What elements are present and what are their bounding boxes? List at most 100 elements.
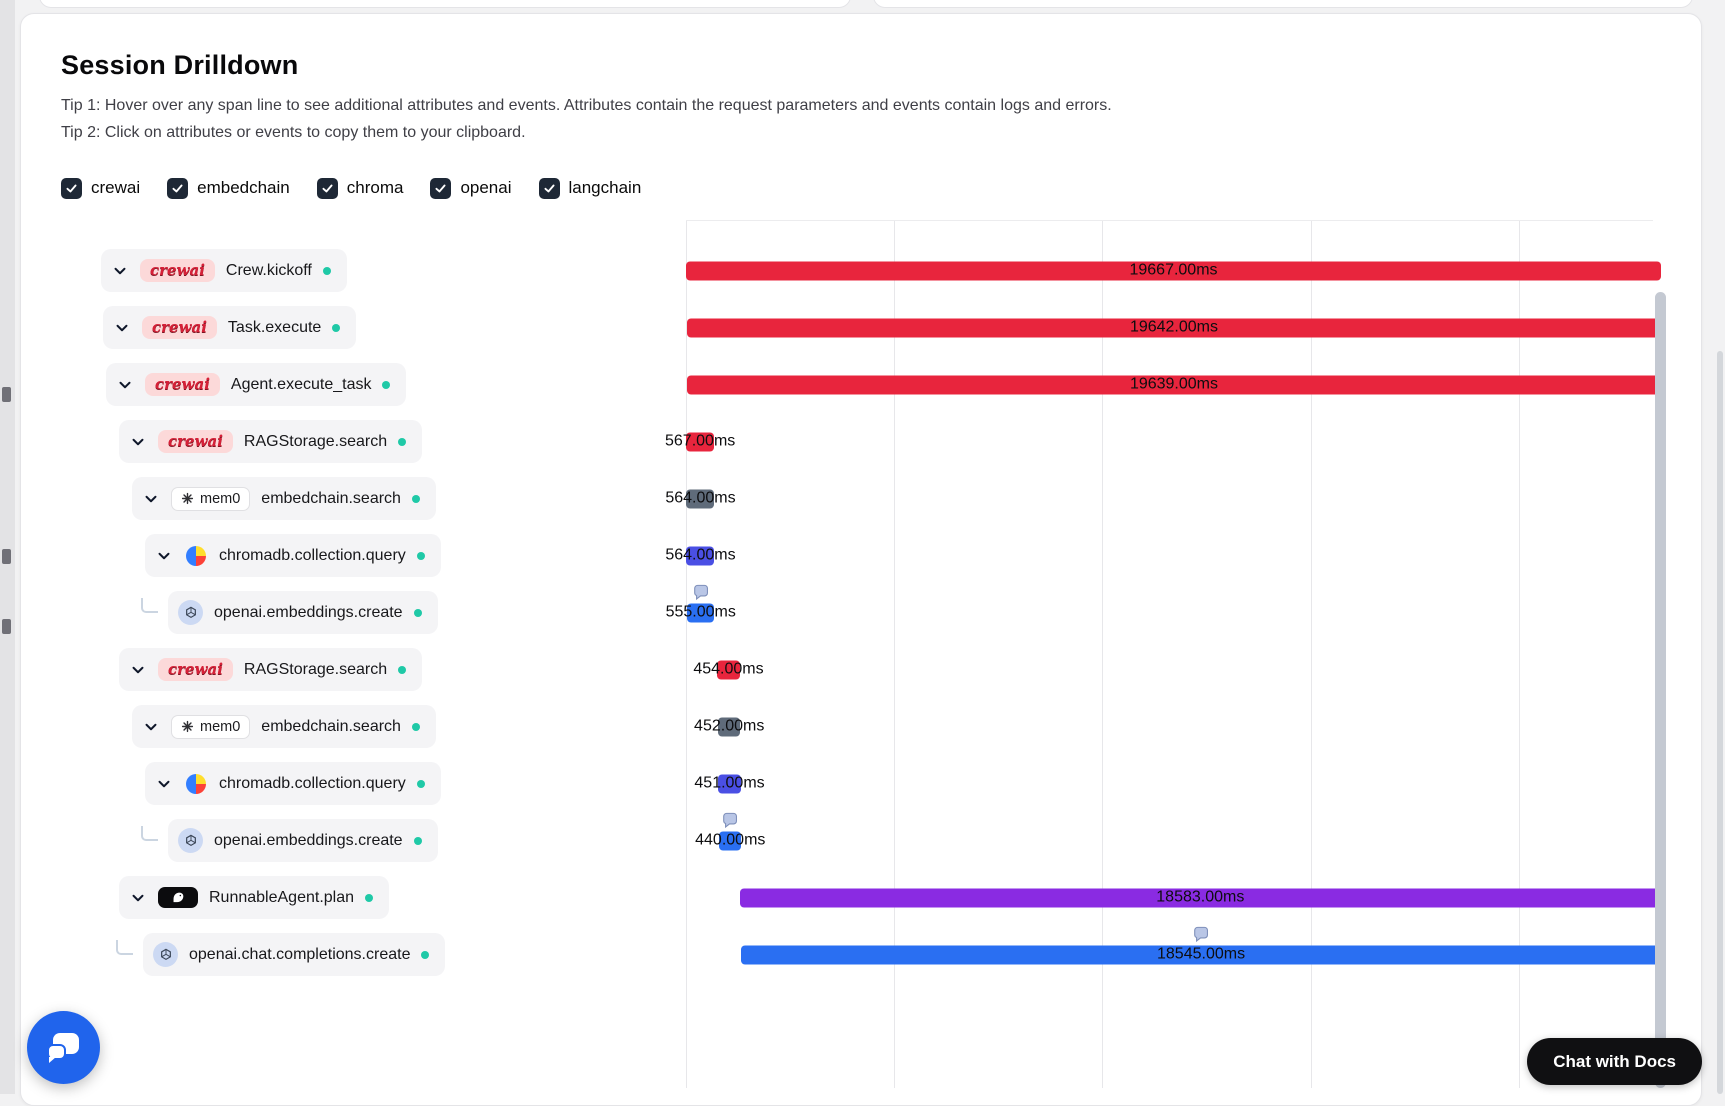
span-row-pill[interactable]: mem0 embedchain.search — [132, 705, 436, 748]
event-bubble-icon[interactable] — [692, 583, 709, 600]
span-duration-bar[interactable]: 452.00ms — [694, 717, 764, 736]
crewai-wordmark: crewai — [152, 318, 207, 336]
span-duration-bar[interactable]: 18545.00ms — [741, 926, 1661, 964]
span-duration-bar[interactable]: 451.00ms — [694, 774, 765, 793]
span-duration-bar[interactable]: 564.00ms — [665, 489, 736, 508]
span-row-pill[interactable]: openai.chat.completions.create — [143, 933, 446, 976]
span-duration-label: 18545.00ms — [1157, 945, 1246, 963]
session-drilldown-card: Session Drilldown Tip 1: Hover over any … — [20, 13, 1702, 1106]
chevron-down-icon[interactable] — [142, 718, 160, 736]
checkbox-checked-icon[interactable] — [538, 177, 560, 199]
tip-1: Tip 1: Hover over any span line to see a… — [61, 97, 1112, 114]
chat-with-docs-button[interactable]: Chat with Docs — [1527, 1038, 1702, 1085]
span-timeline-cell: 19667.00ms — [686, 242, 1661, 299]
span-tree-cell: chromadb.collection.query — [61, 534, 686, 577]
span-label: RAGStorage.search — [243, 660, 388, 678]
crewai-logo: crewai — [158, 430, 233, 453]
span-duration-label: 452.00ms — [694, 717, 765, 735]
crewai-wordmark: crewai — [168, 432, 223, 450]
filter-checkbox-item[interactable]: crewai — [61, 177, 140, 199]
mem0-wordmark: mem0 — [200, 718, 241, 735]
span-row-pill[interactable]: RunnableAgent.plan — [119, 876, 390, 919]
span-tree-cell: crewai Crew.kickoff — [61, 249, 686, 292]
mem0-asterisk-icon — [181, 492, 194, 505]
span-row-pill[interactable]: crewai Crew.kickoff — [101, 249, 347, 292]
span-row-pill[interactable]: openai.embeddings.create — [168, 819, 438, 862]
span-tree-cell: crewai Agent.execute_task — [61, 363, 686, 406]
span-duration-bar[interactable]: 18583.00ms — [739, 888, 1661, 907]
span-row-pill[interactable]: crewai RAGStorage.search — [119, 648, 423, 691]
status-dot — [365, 893, 374, 902]
trace-row: crewai RAGStorage.search 454.00ms — [61, 641, 1661, 698]
span-label: Crew.kickoff — [225, 261, 312, 279]
span-row-pill[interactable]: chromadb.collection.query — [145, 762, 441, 805]
checkbox-checked-icon[interactable] — [430, 177, 452, 199]
span-tree-cell: openai.embeddings.create — [61, 819, 686, 862]
checkbox-checked-icon[interactable] — [61, 177, 82, 199]
trace-row: chromadb.collection.query 451.00ms — [61, 755, 1661, 812]
filter-checkbox-item[interactable]: embedchain — [167, 177, 290, 199]
span-row-pill[interactable]: mem0 embedchain.search — [132, 477, 436, 520]
span-tree-cell: openai.embeddings.create — [61, 591, 686, 634]
chevron-down-icon[interactable] — [155, 547, 173, 565]
span-tree-cell: RunnableAgent.plan — [61, 876, 686, 919]
span-duration-bar[interactable]: 19639.00ms — [686, 375, 1661, 394]
span-row-pill[interactable]: openai.embeddings.create — [168, 591, 438, 634]
span-duration-label: 555.00ms — [665, 603, 736, 621]
chevron-down-icon[interactable] — [111, 262, 129, 280]
page-scrollbar-thumb[interactable] — [1717, 351, 1723, 1094]
chevron-down-icon[interactable] — [116, 376, 134, 394]
indent-spacer — [61, 612, 141, 613]
chevron-down-icon[interactable] — [129, 889, 147, 907]
openai-logo — [178, 828, 203, 853]
filter-checkbox-item[interactable]: openai — [430, 177, 512, 199]
openai-hexknot-icon — [185, 606, 196, 618]
crewai-logo: crewai — [140, 259, 215, 282]
page-title: Session Drilldown — [61, 50, 299, 80]
span-row-pill[interactable]: crewai RAGStorage.search — [119, 420, 423, 463]
filter-label: embedchain — [197, 178, 290, 197]
gridline — [1310, 221, 1312, 1088]
chevron-down-icon[interactable] — [142, 490, 160, 508]
top-card-right — [873, 0, 1693, 8]
span-row-pill[interactable]: crewai Task.execute — [103, 306, 357, 349]
filter-label: langchain — [568, 178, 642, 197]
span-row-pill[interactable]: chromadb.collection.query — [145, 534, 441, 577]
span-duration-bar[interactable]: 555.00ms — [666, 584, 736, 622]
elbow-connector — [116, 940, 133, 955]
filter-label: chroma — [346, 178, 404, 197]
span-duration-bar[interactable]: 19642.00ms — [686, 318, 1661, 337]
event-bubble-icon[interactable] — [1193, 925, 1210, 942]
span-duration-bar[interactable]: 440.00ms — [695, 812, 765, 850]
crewai-wordmark: crewai — [168, 660, 223, 678]
chevron-down-icon[interactable] — [155, 775, 173, 793]
page-edge-strip — [0, 0, 15, 1094]
span-label: Agent.execute_task — [230, 375, 372, 393]
chroma-icon — [186, 545, 206, 566]
chart-scrollbar-thumb[interactable] — [1655, 292, 1666, 1088]
trace-row: crewai Crew.kickoff 19667.00ms — [61, 242, 1661, 299]
span-duration-bar[interactable]: 454.00ms — [693, 660, 764, 679]
span-timeline-cell: 440.00ms — [686, 812, 1661, 869]
span-duration-bar[interactable]: 564.00ms — [665, 546, 736, 565]
span-tree-cell: mem0 embedchain.search — [61, 705, 686, 748]
indent-spacer — [61, 669, 119, 670]
span-duration-bar[interactable]: 19667.00ms — [686, 261, 1661, 280]
checkbox-checked-icon[interactable] — [167, 177, 189, 199]
status-dot — [411, 494, 420, 503]
chat-widget-button[interactable] — [27, 1011, 100, 1084]
status-dot — [416, 551, 425, 560]
chevron-down-icon[interactable] — [129, 433, 147, 451]
span-duration-bar[interactable]: 567.00ms — [665, 432, 735, 451]
span-duration-label: 19642.00ms — [1129, 318, 1218, 336]
indent-spacer — [61, 840, 141, 841]
span-label: openai.embeddings.create — [214, 831, 403, 849]
filter-checkbox-item[interactable]: chroma — [316, 177, 404, 199]
filter-checkbox-item[interactable]: langchain — [538, 177, 642, 199]
chevron-down-icon[interactable] — [129, 661, 147, 679]
event-bubble-icon[interactable] — [722, 811, 739, 828]
checkbox-checked-icon[interactable] — [316, 177, 338, 199]
chevron-down-icon[interactable] — [113, 319, 131, 337]
span-row-pill[interactable]: crewai Agent.execute_task — [106, 363, 407, 406]
timeline-grid — [686, 220, 1653, 1088]
